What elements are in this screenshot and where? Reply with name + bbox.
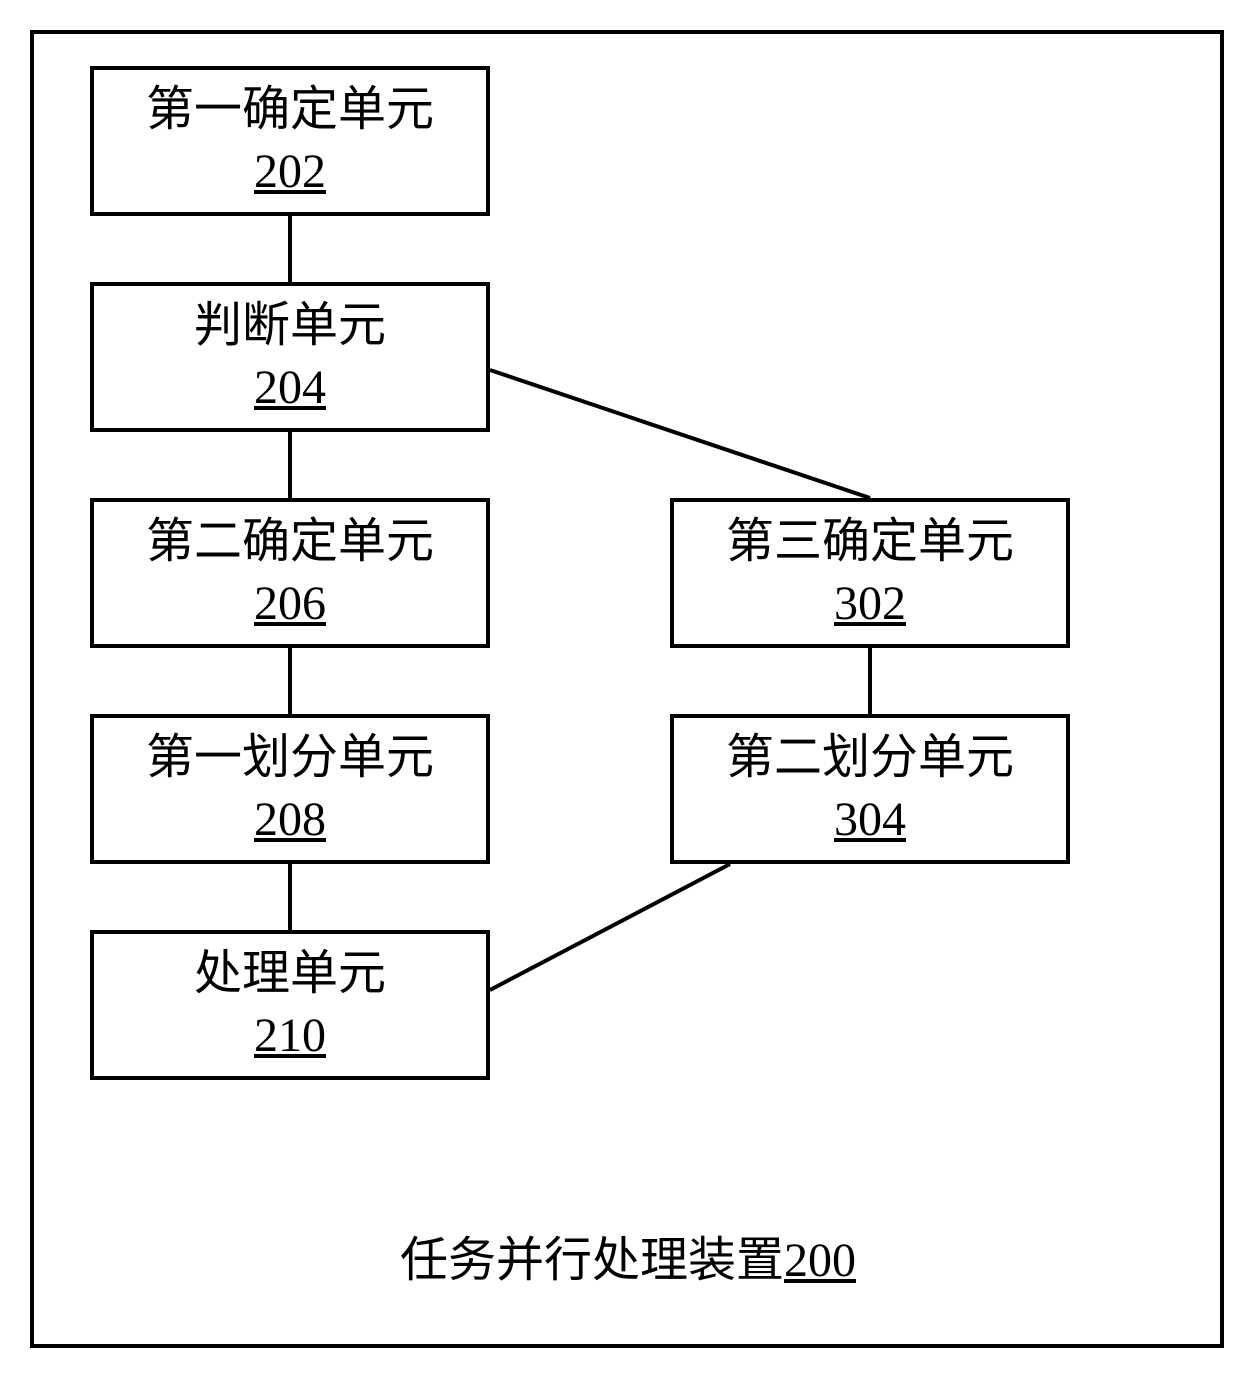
node-number: 202 [254, 141, 326, 203]
node-label: 处理单元 [194, 943, 386, 1005]
node-label: 第二划分单元 [726, 727, 1014, 789]
node-n302: 第三确定单元302 [670, 498, 1070, 648]
caption-num: 200 [784, 1234, 856, 1287]
node-label: 第一确定单元 [146, 79, 434, 141]
node-n304: 第二划分单元304 [670, 714, 1070, 864]
node-number: 208 [254, 789, 326, 851]
node-label: 第一划分单元 [146, 727, 434, 789]
diagram-canvas: 第一确定单元202 判断单元204 第二确定单元206 第三确定单元302 第一划分单元… [0, 0, 1254, 1378]
node-n204: 判断单元204 [90, 282, 490, 432]
node-label: 判断单元 [194, 295, 386, 357]
node-label: 第三确定单元 [726, 511, 1014, 573]
node-n210: 处理单元210 [90, 930, 490, 1080]
node-number: 204 [254, 357, 326, 419]
node-number: 302 [834, 573, 906, 635]
node-n206: 第二确定单元206 [90, 498, 490, 648]
node-number: 206 [254, 573, 326, 635]
node-label: 第二确定单元 [146, 511, 434, 573]
node-number: 304 [834, 789, 906, 851]
node-number: 210 [254, 1005, 326, 1067]
outer-frame [30, 30, 1224, 1348]
diagram-caption: 任务并行处理装置200 [400, 1220, 856, 1290]
caption-text: 任务并行处理装置 [400, 1234, 784, 1287]
node-n208: 第一划分单元208 [90, 714, 490, 864]
node-n202: 第一确定单元202 [90, 66, 490, 216]
